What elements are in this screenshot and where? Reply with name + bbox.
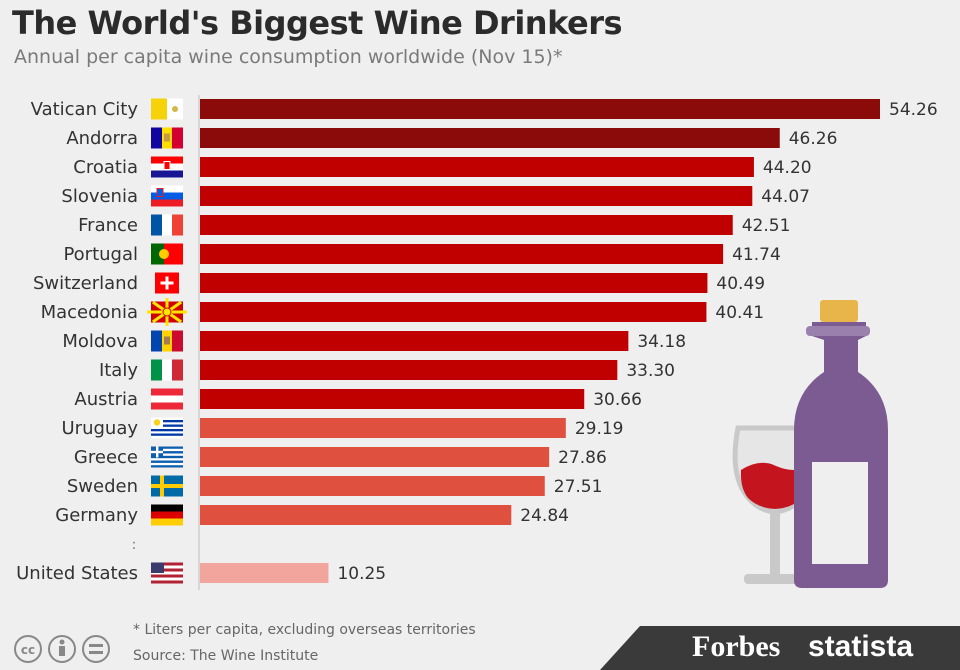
no-derivatives-icon [82, 635, 110, 663]
austria-flag [151, 388, 183, 410]
data-label: 44.20 [763, 158, 812, 178]
bar [200, 99, 880, 119]
footnote: * Liters per capita, excluding overseas … [133, 622, 476, 638]
bar [200, 447, 550, 467]
cc-icon: cc [14, 635, 42, 663]
category-label: Italy [99, 360, 138, 381]
germany-flag [151, 504, 183, 526]
bar [200, 563, 329, 583]
statista-logo: statista [808, 630, 914, 663]
bar [200, 476, 545, 496]
license-icons: cc [14, 635, 110, 663]
data-label: 29.19 [575, 419, 624, 439]
bar [200, 128, 780, 148]
gap-marker: : [132, 537, 137, 553]
forbes-logo: Forbes [692, 630, 781, 663]
greece-flag [151, 446, 183, 468]
portugal-flag [151, 243, 183, 265]
bar [200, 360, 618, 380]
brand-band [600, 626, 960, 670]
bar [200, 302, 707, 322]
uruguay-flag [151, 417, 183, 439]
bars-layer: Vatican City 54.26 Andorra 46.26 Croatia 44.2… [16, 95, 938, 590]
andorra-flag [151, 127, 183, 149]
category-label: Switzerland [33, 273, 138, 294]
data-label: 54.26 [889, 100, 938, 120]
category-label: Slovenia [61, 186, 138, 207]
category-label: Vatican City [31, 99, 139, 120]
bar [200, 331, 629, 351]
data-label: 41.74 [732, 245, 781, 265]
category-label: Germany [55, 505, 138, 526]
data-label: 40.41 [715, 303, 764, 323]
data-label: 33.30 [626, 361, 675, 381]
category-label: Macedonia [41, 302, 138, 323]
category-label: Moldova [62, 331, 138, 352]
italy-flag [151, 359, 183, 381]
data-label: 27.86 [558, 448, 607, 468]
moldova-flag [151, 330, 183, 352]
data-label: 44.07 [761, 187, 810, 207]
data-label: 10.25 [337, 564, 386, 584]
bar [200, 215, 733, 235]
category-label: United States [16, 563, 138, 584]
category-label: Greece [74, 447, 138, 468]
croatia-flag [151, 156, 183, 178]
category-label: Uruguay [62, 418, 139, 439]
vatican-flag [151, 98, 183, 120]
source-note: Source: The Wine Institute [133, 648, 319, 664]
data-label: 30.66 [593, 390, 642, 410]
wine-bottle-illustration [794, 300, 888, 588]
data-label: 42.51 [742, 216, 791, 236]
data-label: 27.51 [554, 477, 603, 497]
bar [200, 244, 724, 264]
svg-text:cc: cc [21, 643, 35, 657]
sweden-flag [151, 475, 183, 497]
bar [200, 505, 512, 525]
switzerland-flag [155, 272, 179, 294]
category-label: Andorra [66, 128, 138, 149]
france-flag [151, 214, 183, 236]
macedonia-flag [147, 298, 187, 326]
usa-flag [151, 562, 183, 584]
bar [200, 186, 753, 206]
category-label: Sweden [67, 476, 138, 497]
category-label: Portugal [63, 244, 138, 265]
chart-subtitle: Annual per capita wine consumption world… [14, 46, 563, 68]
chart-title: The World's Biggest Wine Drinkers [12, 4, 623, 42]
bar [200, 389, 585, 409]
data-label: 34.18 [637, 332, 686, 352]
category-label: France [78, 215, 138, 236]
attribution-icon [48, 635, 76, 663]
category-label: Croatia [73, 157, 138, 178]
bar [200, 157, 754, 177]
data-label: 24.84 [520, 506, 569, 526]
slovenia-flag [151, 185, 183, 207]
category-label: Austria [74, 389, 138, 410]
bar [200, 418, 566, 438]
data-label: 40.49 [716, 274, 765, 294]
data-label: 46.26 [789, 129, 838, 149]
bar [200, 273, 708, 293]
